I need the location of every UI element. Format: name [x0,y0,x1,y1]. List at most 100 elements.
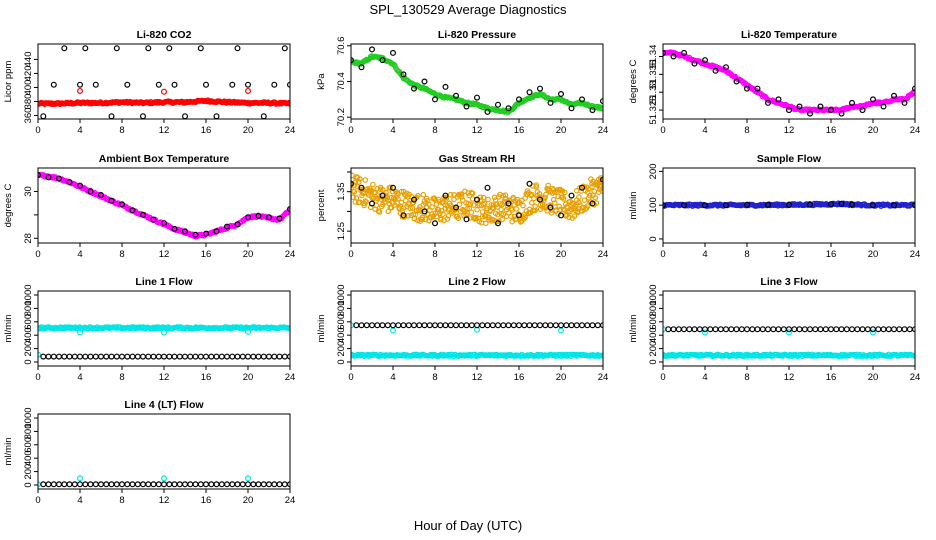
data-point [665,326,672,333]
data-point [484,322,491,329]
panel-ylabel: ml/min [3,438,14,466]
data-point [468,322,475,329]
data-point [134,353,141,360]
data-point [390,184,397,191]
data-point [197,45,204,52]
panel-7: Line 2 Flow ml/min 0 4 8 12 16 20 24 0 20040060080… [316,276,608,383]
x-tick-label: 16 [826,372,837,383]
data-point [442,192,449,199]
data-point [255,213,262,220]
data-point [379,322,386,329]
x-tick-label: 8 [744,249,749,260]
x-tick-label: 8 [744,125,749,136]
data-point [822,326,829,333]
data-point [551,200,558,206]
data-point [140,353,147,360]
data-point [484,108,491,115]
panel-title: Line 3 Flow [760,276,818,288]
x-tick-label: 0 [660,125,665,136]
data-point [869,329,876,336]
data-point [432,322,439,329]
data-point [806,201,813,208]
data-point [463,322,470,329]
data-point [869,326,876,333]
data-point [495,322,502,329]
data-point [363,322,370,329]
data-point [358,322,365,329]
data-point [890,92,897,99]
data-point [161,88,168,95]
data-point [76,475,83,482]
data-point [245,87,252,94]
data-point [663,49,666,56]
data-point [187,481,194,488]
data-point [571,213,578,219]
data-point [239,353,246,360]
data-point [182,228,189,235]
data-point [474,206,480,213]
data-point [785,201,792,208]
plot-frame [37,413,291,490]
data-point [536,196,543,203]
data-point [560,196,567,202]
data-point [707,326,714,333]
data-point [547,202,554,208]
data-point [379,187,386,193]
data-point [459,197,466,203]
data-point [474,196,481,203]
data-point [387,184,394,191]
y-tick-label: 380 [23,94,34,110]
data-point [469,190,476,197]
figure-title: SPL_130529 Average Diagnostics [369,2,567,17]
data-point [255,353,262,360]
x-tick-label: 4 [390,125,395,136]
data-point [485,196,491,203]
y-tick-label: 200 [336,341,347,357]
data-point [66,353,73,360]
plot-frame [37,43,291,120]
data-point [859,107,866,114]
data-point [388,205,395,211]
x-tick-label: 24 [598,249,609,260]
y-tick-label: 1.35 [336,182,347,201]
data-point [229,81,236,88]
x-tick-label: 8 [119,495,124,506]
x-tick-label: 12 [159,372,170,383]
data-point [71,481,78,488]
data-point [425,201,432,207]
data-point [234,353,241,360]
series-0 [351,351,603,360]
data-point [407,205,414,212]
data-point [97,481,104,488]
data-point [369,46,376,53]
x-tick-label: 20 [868,372,879,383]
data-points [38,171,290,240]
data-point [442,322,449,329]
data-point [576,199,582,206]
panel-ylabel: ml/min [628,192,639,220]
data-point [764,99,771,106]
data-point [712,326,719,333]
data-point [124,81,131,88]
x-tick-label: 24 [285,249,296,260]
x-tick-label: 8 [432,125,437,136]
data-point [722,202,729,209]
data-point [239,481,246,488]
data-point [453,322,460,329]
data-point [421,78,428,85]
data-point [103,481,110,488]
data-point [171,81,178,88]
data-point [287,206,290,212]
data-point [255,481,262,488]
data-point [370,181,376,188]
data-point [563,322,570,329]
data-point [712,67,719,74]
y-tick-label: 440 [23,51,34,67]
data-point [390,322,397,329]
data-points [38,475,290,488]
data-point [584,322,591,329]
data-points [663,200,915,209]
data-point [869,96,876,103]
data-point [827,201,834,208]
